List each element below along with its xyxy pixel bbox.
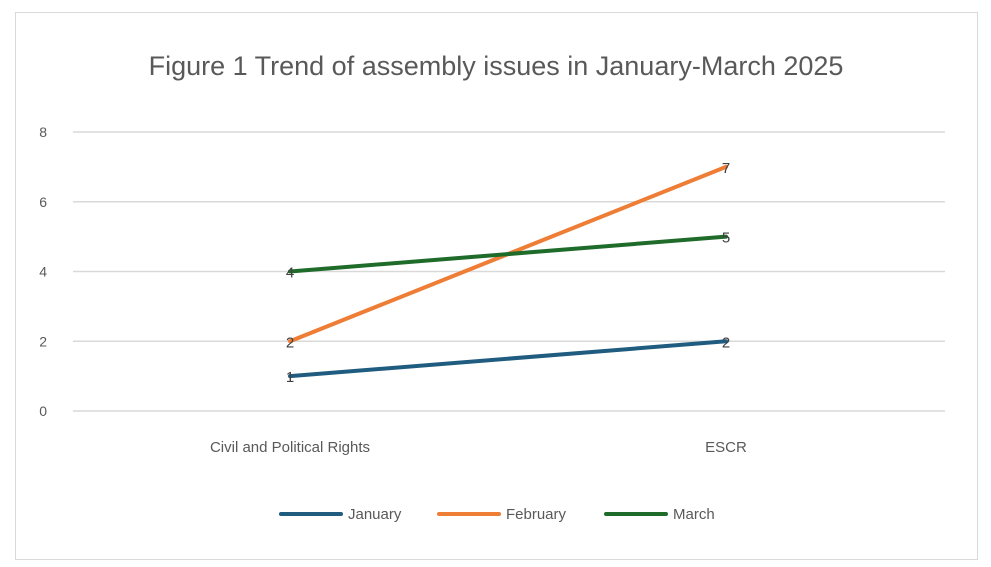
y-tick-label: 4 — [39, 264, 47, 280]
x-category-label: Civil and Political Rights — [210, 439, 370, 456]
legend-label: March — [673, 506, 715, 523]
legend-label: January — [348, 506, 402, 523]
y-tick-label: 0 — [39, 403, 47, 419]
data-label: 2 — [286, 334, 294, 351]
data-label: 5 — [722, 230, 730, 247]
data-label: 1 — [286, 369, 294, 386]
x-axis-categories: Civil and Political Rights ESCR — [210, 439, 747, 456]
x-category-label: ESCR — [705, 439, 747, 456]
data-labels: 1 2 2 7 4 5 — [286, 160, 730, 386]
y-tick-label: 2 — [39, 333, 47, 349]
y-axis-ticks: 0 2 4 6 8 — [39, 124, 47, 419]
series-lines — [288, 164, 728, 379]
data-label: 7 — [722, 160, 730, 177]
legend: January February March — [279, 506, 715, 523]
chart-frame — [15, 12, 978, 560]
series-line-january — [288, 339, 728, 379]
gridlines — [73, 131, 945, 412]
y-tick-label: 6 — [39, 194, 47, 210]
y-tick-label: 8 — [39, 124, 47, 140]
data-label: 4 — [286, 265, 294, 282]
data-label: 2 — [722, 334, 730, 351]
legend-label: February — [506, 506, 567, 523]
series-line-march — [288, 234, 728, 274]
chart-title: Figure 1 Trend of assembly issues in Jan… — [149, 51, 844, 81]
